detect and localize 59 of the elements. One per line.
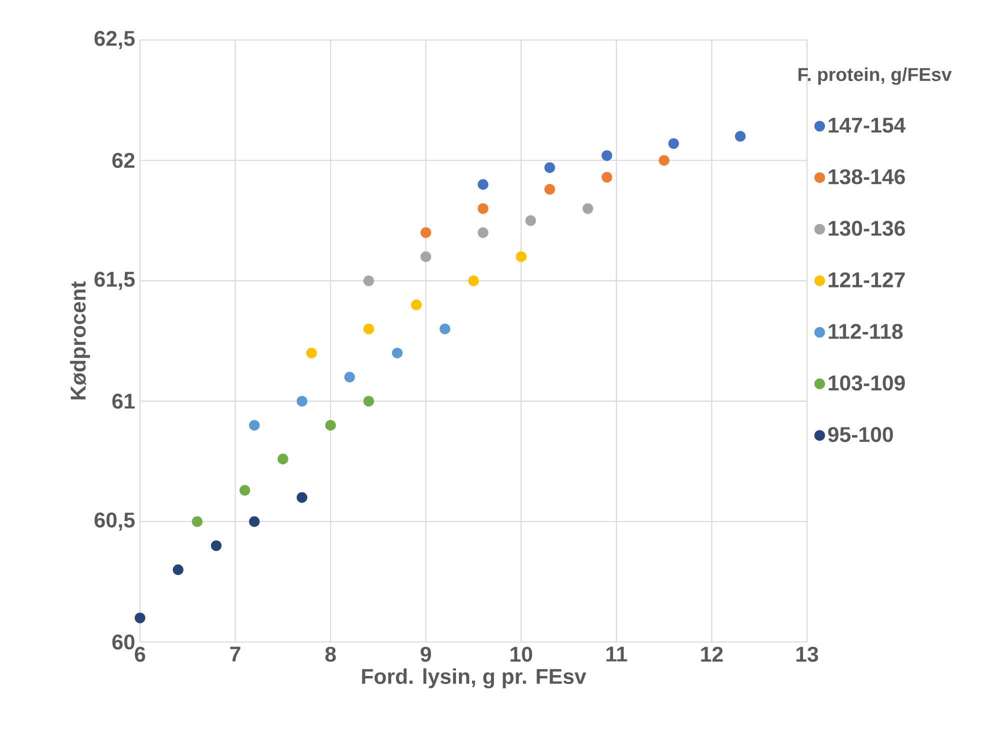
- y-tick-label: 61: [112, 394, 135, 409]
- legend-label: 147-154: [828, 118, 906, 133]
- point: [602, 172, 612, 183]
- x-tick-label: 11: [606, 646, 628, 662]
- point: [249, 516, 260, 527]
- point: [210, 540, 222, 552]
- x-tick-label: 10: [510, 646, 532, 662]
- point: [296, 492, 308, 503]
- point: [468, 275, 479, 286]
- legend-label: 95-100: [828, 427, 893, 442]
- point: [363, 396, 374, 407]
- point: [582, 203, 594, 214]
- point: [344, 372, 355, 382]
- point: [296, 396, 308, 407]
- point: [544, 162, 556, 173]
- point: [525, 215, 536, 226]
- legend-title: F. protein, g/FEsv: [798, 67, 952, 85]
- point: [440, 324, 450, 334]
- y-tick-label: 60,5: [94, 512, 135, 531]
- point: [478, 227, 488, 238]
- point: [325, 420, 336, 431]
- point: [306, 348, 317, 358]
- point: [410, 300, 422, 310]
- point: [658, 155, 670, 166]
- legend-label: 112-118: [828, 324, 903, 339]
- point: [668, 138, 679, 149]
- point: [392, 348, 403, 358]
- point: [363, 275, 374, 286]
- x-tick-label: 9: [420, 646, 431, 662]
- point: [544, 184, 556, 195]
- point: [134, 612, 146, 624]
- legend-label: 121-127: [828, 272, 905, 288]
- point: [239, 484, 250, 496]
- x-tick-label: 8: [325, 646, 336, 662]
- point: [249, 420, 260, 431]
- x-axis-title: Ford. lysin, g pr. FEsv: [362, 668, 586, 688]
- point: [602, 150, 612, 161]
- y-tick-label: 61,5: [94, 272, 135, 290]
- legend-label: 130-136: [828, 220, 905, 236]
- x-tick-label: 13: [796, 646, 818, 662]
- point: [734, 130, 746, 142]
- point: [172, 564, 184, 576]
- point: [363, 324, 374, 334]
- legend-label: 103-109: [828, 375, 905, 391]
- y-axis-title: Kødprocent: [70, 281, 90, 400]
- point: [516, 251, 526, 262]
- x-tick-label: 6: [134, 646, 146, 662]
- y-tick-label: 60: [112, 634, 134, 650]
- point: [420, 251, 432, 262]
- point: [478, 179, 488, 190]
- legend-label: 138-146: [828, 169, 905, 184]
- x-tick-label: 12: [701, 646, 723, 662]
- point: [192, 516, 203, 527]
- point: [278, 454, 288, 464]
- y-tick-label: 62,5: [94, 30, 135, 50]
- x-tick-label: 7: [230, 646, 240, 662]
- point: [478, 203, 488, 214]
- y-tick-label: 62: [112, 152, 134, 168]
- point: [420, 227, 432, 238]
